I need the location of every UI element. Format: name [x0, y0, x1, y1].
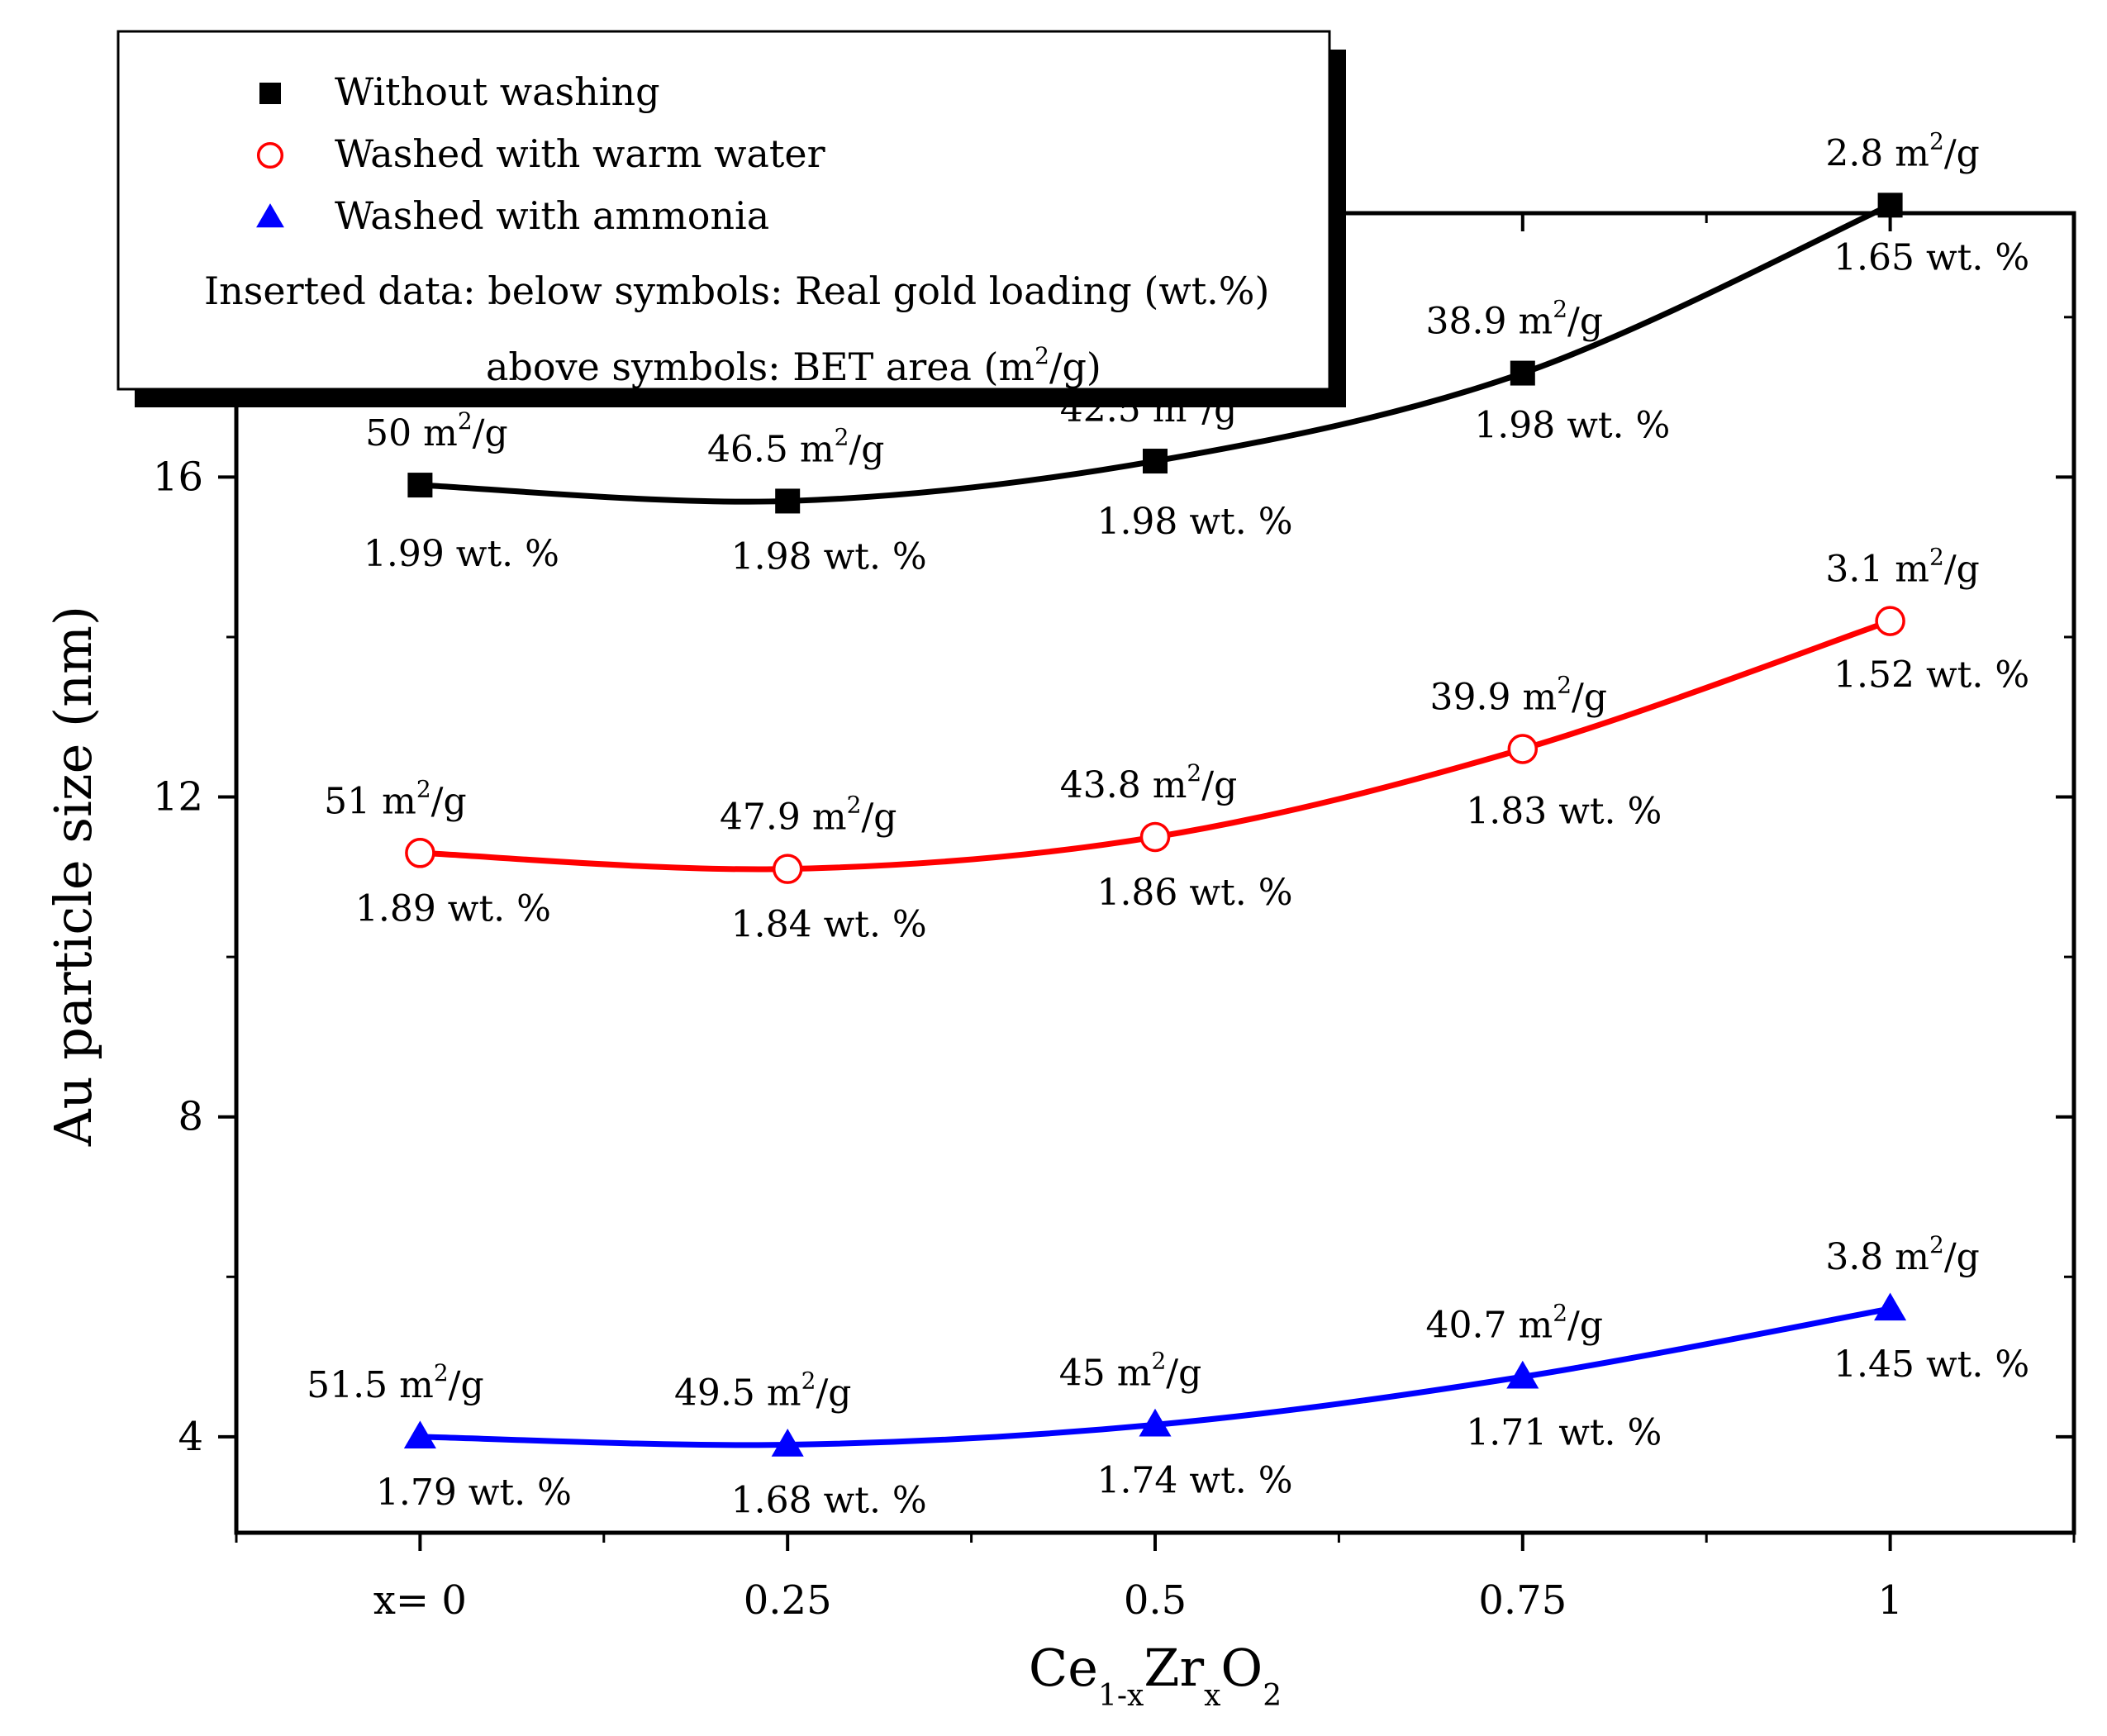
x-tick-label: 0.75: [1478, 1577, 1567, 1624]
series-layer: [403, 193, 1907, 1457]
gold-loading-label: 1.98 wt. %: [1096, 501, 1292, 543]
legend-label: Washed with ammonia: [335, 193, 769, 238]
data-point: [1874, 1292, 1907, 1321]
legend-label: Without washing: [335, 69, 660, 114]
gold-loading-label: 1.45 wt. %: [1834, 1344, 2029, 1386]
x-title-ce: Ce: [1029, 1638, 1098, 1698]
x-tick-label: 0.5: [1124, 1577, 1187, 1624]
bet-area-label: 46.5 m2/g: [707, 423, 885, 470]
data-point: [771, 1429, 804, 1457]
bet-area-label: 49.5 m2/g: [674, 1367, 852, 1415]
y-axis-title: Au particle size (nm): [43, 606, 103, 1147]
legend-marker-1: [256, 141, 284, 169]
gold-loading-label: 1.52 wt. %: [1834, 654, 2029, 697]
y-tick-label: 16: [153, 454, 203, 500]
bet-area-label: 38.9 m2/g: [1426, 296, 1604, 343]
legend-note-line2: above symbols: BET area (m2/g): [486, 342, 1101, 389]
x-title-o: O: [1220, 1638, 1263, 1698]
bet-area-label: 2.8 m2/g: [1825, 127, 1980, 174]
gold-loading-label: 1.98 wt. %: [1474, 405, 1670, 447]
bet-area-label: 45 m2/g: [1059, 1347, 1202, 1394]
data-point: [1510, 360, 1535, 386]
x-tick-label: 1: [1877, 1577, 1903, 1624]
gold-loading-label: 1.74 wt. %: [1096, 1459, 1292, 1501]
data-point: [1139, 821, 1171, 853]
x-title-sub3: 2: [1263, 1679, 1282, 1713]
gold-loading-label: 1.71 wt. %: [1466, 1411, 1662, 1453]
gold-loading-label: 1.84 wt. %: [731, 904, 927, 946]
bet-area-label: 40.7 m2/g: [1426, 1299, 1604, 1346]
data-point: [1143, 449, 1168, 474]
data-point: [775, 488, 801, 514]
data-point: [1506, 1360, 1539, 1389]
legend-box: [117, 30, 1331, 391]
legend-label: Washed with warm water: [335, 131, 825, 176]
gold-loading-label: 1.65 wt. %: [1834, 236, 2029, 278]
data-point: [1875, 606, 1905, 636]
x-title-sub2: x: [1204, 1679, 1220, 1713]
x-tick-label: 0.25: [744, 1577, 832, 1624]
annotation-layer: 50 m2/g1.99 wt. %46.5 m2/g1.98 wt. %42.5…: [307, 127, 2029, 1521]
data-point: [1507, 734, 1539, 764]
legend-note-line1: Inserted data: below symbols: Real gold …: [204, 269, 1269, 313]
bet-area-label: 51 m2/g: [324, 775, 467, 822]
y-tick-label: 4: [178, 1414, 203, 1460]
x-axis-title: Ce1-xZrxO2: [1029, 1638, 1282, 1713]
data-point: [403, 1420, 436, 1449]
x-tick-label: x= 0: [373, 1577, 467, 1624]
bet-area-label: 3.1 m2/g: [1825, 544, 1980, 591]
data-point: [407, 473, 433, 498]
y-tick-label: 12: [153, 774, 203, 820]
gold-loading-label: 1.89 wt. %: [355, 887, 551, 930]
x-title-sub1: 1-x: [1098, 1679, 1144, 1713]
data-point: [405, 838, 435, 868]
gold-loading-label: 1.79 wt. %: [376, 1472, 572, 1514]
bet-area-label: 47.9 m2/g: [720, 792, 897, 839]
data-point: [1139, 1408, 1172, 1437]
x-title-zr: Zr: [1144, 1638, 1204, 1698]
y-tick-label: 8: [178, 1094, 203, 1140]
gold-loading-label: 1.99 wt. %: [364, 533, 559, 575]
legend-marker-2: [256, 203, 284, 228]
bet-area-label: 3.8 m2/g: [1825, 1231, 1980, 1278]
gold-loading-label: 1.68 wt. %: [731, 1480, 927, 1522]
bet-area-label: 50 m2/g: [365, 407, 508, 454]
gold-loading-label: 1.83 wt. %: [1466, 790, 1662, 832]
legend: Without washing Washed with warm water Was…: [204, 69, 1269, 389]
gold-loading-label: 1.98 wt. %: [731, 535, 927, 578]
legend-marker-0: [259, 83, 281, 104]
bet-area-label: 43.8 m2/g: [1060, 759, 1238, 806]
data-point: [1877, 193, 1903, 218]
bet-area-label: 51.5 m2/g: [307, 1359, 484, 1406]
data-point: [772, 854, 803, 884]
bet-area-label: 39.9 m2/g: [1430, 671, 1608, 718]
gold-loading-label: 1.86 wt. %: [1096, 872, 1292, 914]
